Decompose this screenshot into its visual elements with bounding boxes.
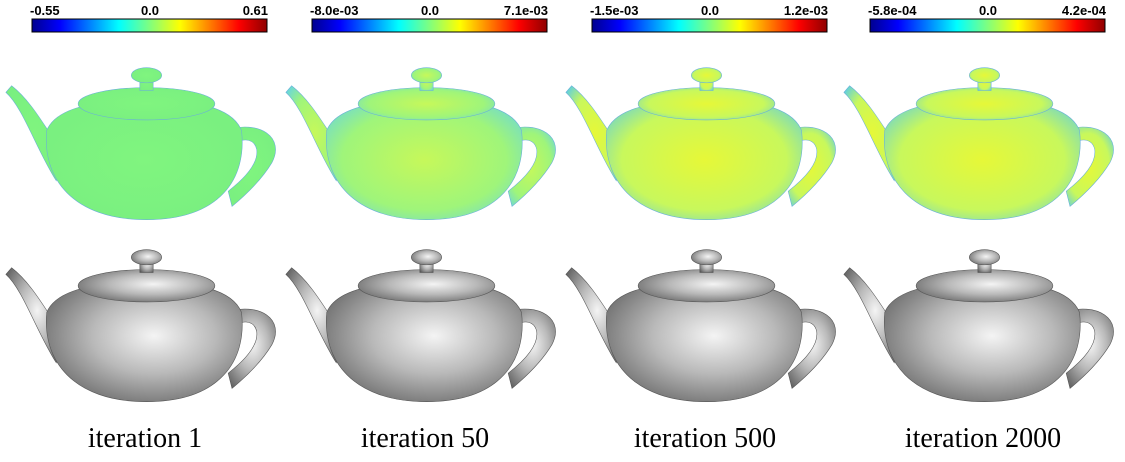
shaded-teapot	[285, 249, 556, 402]
heatmap-teapot	[5, 67, 276, 220]
colorbar-mid-label: 0.0	[979, 3, 997, 18]
teapot-handle	[1062, 308, 1114, 389]
colorbar-mid-label: 0.0	[141, 3, 159, 18]
heatmap-teapot	[285, 67, 556, 220]
colorbar-mid-label: 0.0	[421, 3, 439, 18]
shaded-teapot	[843, 249, 1114, 402]
teapot-lid	[637, 87, 776, 121]
heatmap-teapot	[565, 67, 836, 220]
panel: -1.5e-03 0.0 1.2e-03 iteration 500	[565, 3, 836, 454]
colorbar-min-label: -1.5e-03	[590, 3, 638, 18]
teapot-knob	[969, 249, 1000, 266]
colorbar-max-label: 0.61	[243, 3, 268, 18]
colorbar-max-label: 4.2e-04	[1062, 3, 1107, 18]
teapot-lid	[915, 269, 1054, 303]
caption: iteration 2000	[905, 423, 1061, 454]
panel: -8.0e-03 0.0 7.1e-03 iteration 50	[285, 3, 556, 454]
colorbar-max-label: 1.2e-03	[784, 3, 828, 18]
teapot-handle	[504, 308, 556, 389]
panel: -0.55 0.0 0.61 iteration 1	[5, 3, 276, 454]
teapot-knob	[691, 249, 722, 266]
teapot-handle	[224, 126, 276, 207]
panel: -5.8e-04 0.0 4.2e-04 iteration 2000	[843, 3, 1114, 454]
teapot-knob	[131, 67, 162, 84]
teapot-lid	[357, 87, 496, 121]
teapot-knob	[691, 67, 722, 84]
teapot-lid	[77, 87, 216, 121]
colorbar-min-label: -8.0e-03	[310, 3, 358, 18]
colorbar	[869, 18, 1106, 33]
colorbar-min-label: -0.55	[30, 3, 60, 18]
teapot-lid	[637, 269, 776, 303]
shaded-teapot	[5, 249, 276, 402]
colorbar	[31, 18, 268, 33]
teapot-handle	[504, 126, 556, 207]
heatmap-teapot	[843, 67, 1114, 220]
teapot-handle	[784, 308, 836, 389]
shaded-teapot	[565, 249, 836, 402]
colorbar	[591, 18, 828, 33]
colorbar-mid-label: 0.0	[701, 3, 719, 18]
caption: iteration 1	[88, 423, 202, 454]
teapot-knob	[969, 67, 1000, 84]
colorbar-min-label: -5.8e-04	[868, 3, 917, 18]
caption: iteration 50	[361, 423, 489, 454]
teapot-knob	[131, 249, 162, 266]
teapot-lid	[915, 87, 1054, 121]
teapot-handle	[224, 308, 276, 389]
teapot-lid	[357, 269, 496, 303]
teapot-knob	[411, 249, 442, 266]
caption: iteration 500	[634, 423, 776, 454]
colorbar	[311, 18, 548, 33]
teapot-handle	[784, 126, 836, 207]
teapot-knob	[411, 67, 442, 84]
teapot-lid	[77, 269, 216, 303]
teapot-handle	[1062, 126, 1114, 207]
colorbar-max-label: 7.1e-03	[504, 3, 548, 18]
